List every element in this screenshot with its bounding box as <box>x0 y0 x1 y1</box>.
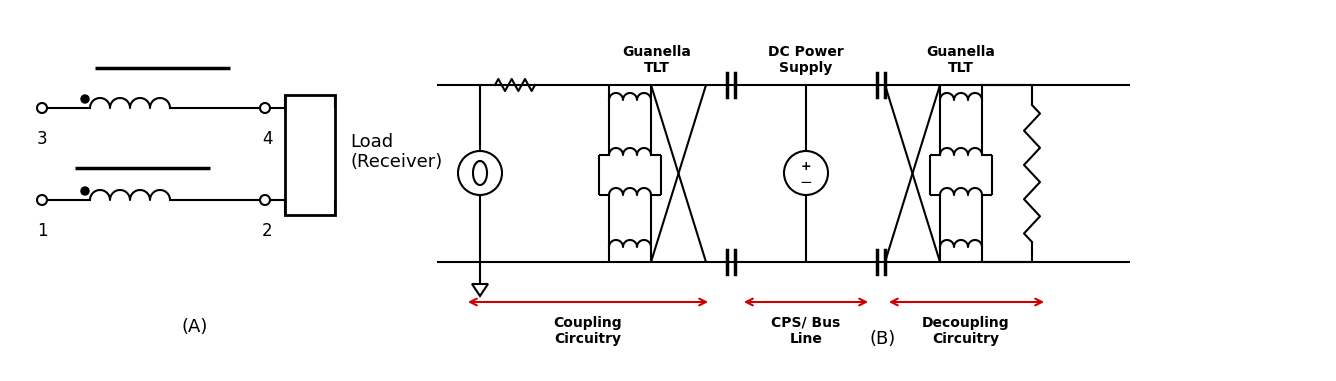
Circle shape <box>261 103 270 113</box>
Text: Load
(Receiver): Load (Receiver) <box>350 133 442 171</box>
Circle shape <box>37 195 47 205</box>
Text: 4: 4 <box>262 130 273 148</box>
Text: DC Power
Supply: DC Power Supply <box>768 45 844 75</box>
Text: 2: 2 <box>262 222 273 240</box>
Circle shape <box>458 151 502 195</box>
Text: Decoupling
Circuitry: Decoupling Circuitry <box>922 316 1010 346</box>
Text: −: − <box>800 174 812 189</box>
Text: Guanella
TLT: Guanella TLT <box>927 45 995 75</box>
Circle shape <box>784 151 828 195</box>
Bar <box>285 95 335 215</box>
Text: Coupling
Circuitry: Coupling Circuitry <box>553 316 623 346</box>
Circle shape <box>37 103 47 113</box>
Text: (B): (B) <box>870 330 896 348</box>
Circle shape <box>261 195 270 205</box>
Text: +: + <box>800 160 811 173</box>
Polygon shape <box>472 284 488 296</box>
Circle shape <box>81 95 90 103</box>
Text: 1: 1 <box>36 222 47 240</box>
Text: (A): (A) <box>182 318 208 336</box>
Text: CPS/ Bus
Line: CPS/ Bus Line <box>771 316 840 346</box>
Text: 3: 3 <box>36 130 47 148</box>
Text: Guanella
TLT: Guanella TLT <box>623 45 692 75</box>
Circle shape <box>81 187 90 195</box>
